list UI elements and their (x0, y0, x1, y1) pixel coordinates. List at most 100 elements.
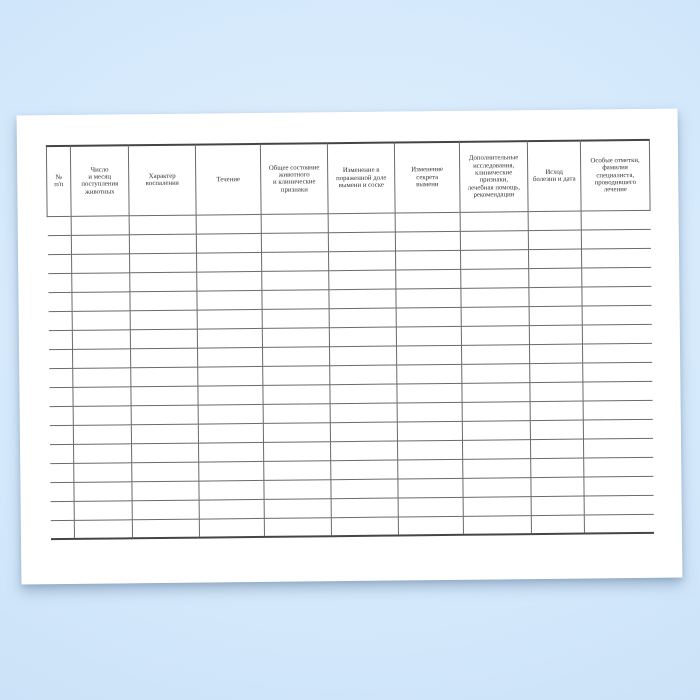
empty-cell (130, 309, 198, 330)
empty-cell (584, 513, 654, 534)
column-header-0: № п/п (46, 145, 72, 217)
mastitis-log-table: № п/п Число и месяц поступления животных Х… (46, 139, 654, 540)
empty-cell (395, 268, 461, 289)
empty-cell (199, 517, 265, 538)
empty-cell (581, 228, 651, 249)
empty-cell (129, 214, 197, 235)
empty-cell (262, 346, 330, 366)
empty-cell (48, 310, 73, 331)
empty-cell (197, 327, 263, 348)
empty-cell (462, 458, 531, 478)
empty-cell (131, 442, 199, 463)
column-header-4: Общее состояние животного и клинические … (260, 143, 329, 214)
empty-cell (330, 421, 398, 442)
empty-cell (396, 382, 463, 403)
empty-cell (73, 462, 132, 482)
empty-cell (72, 310, 131, 330)
empty-cell (130, 366, 198, 387)
empty-cell (71, 253, 130, 273)
empty-cell (132, 499, 200, 520)
empty-cell (583, 456, 653, 477)
empty-cell (197, 346, 263, 367)
empty-cell (529, 305, 583, 326)
empty-cell (395, 249, 461, 270)
empty-cell (73, 443, 132, 463)
column-header-7: Дополнительные исследования, клинические… (459, 141, 529, 212)
empty-cell (582, 380, 653, 401)
empty-cell (263, 441, 331, 461)
empty-cell (529, 324, 583, 345)
empty-cell (49, 424, 74, 445)
empty-cell (530, 476, 585, 497)
empty-cell (131, 461, 199, 482)
empty-cell (529, 381, 584, 402)
empty-cell (197, 308, 263, 329)
empty-cell (129, 290, 198, 311)
empty-cell (528, 248, 582, 269)
empty-cell (129, 271, 197, 292)
empty-cell (528, 286, 583, 307)
empty-cell (198, 460, 264, 481)
empty-cell (48, 367, 73, 388)
empty-cell (463, 515, 532, 535)
empty-cell (47, 272, 72, 293)
empty-cell (198, 422, 264, 443)
empty-cell (47, 234, 72, 255)
empty-cell (328, 231, 396, 252)
empty-cell (48, 386, 74, 407)
empty-cell (196, 213, 262, 234)
empty-cell (330, 402, 398, 423)
empty-cell (395, 230, 461, 251)
empty-cell (71, 272, 130, 292)
empty-cell (261, 289, 330, 309)
table-body (47, 209, 654, 540)
empty-cell (262, 384, 331, 404)
empty-cell (397, 439, 463, 460)
empty-cell (528, 267, 582, 288)
empty-cell (199, 498, 265, 519)
empty-cell (531, 514, 585, 535)
empty-cell (529, 362, 583, 383)
empty-cell (196, 251, 262, 272)
empty-cell (331, 516, 399, 537)
empty-cell (261, 213, 329, 233)
empty-cell (396, 325, 462, 346)
empty-cell (582, 342, 652, 363)
empty-cell (73, 424, 132, 444)
empty-cell (72, 348, 131, 368)
empty-cell (263, 422, 331, 442)
empty-cell (397, 477, 464, 498)
empty-cell (132, 518, 200, 539)
empty-cell (50, 519, 75, 540)
empty-cell (261, 251, 329, 271)
empty-cell (196, 270, 262, 291)
empty-cell (49, 405, 74, 426)
table-header: № п/п Число и месяц поступления животных Х… (46, 139, 651, 217)
empty-cell (74, 519, 133, 539)
empty-cell (583, 399, 653, 420)
empty-cell (583, 475, 654, 496)
empty-cell (462, 477, 532, 497)
empty-cell (397, 401, 463, 422)
column-header-8: Исход болезни и дата (527, 140, 582, 212)
empty-cell (197, 384, 264, 405)
empty-cell (262, 365, 330, 385)
empty-cell (263, 460, 331, 480)
empty-cell (396, 363, 462, 384)
empty-cell (331, 497, 399, 518)
empty-cell (462, 420, 531, 440)
empty-cell (262, 327, 330, 347)
empty-cell (460, 211, 529, 231)
empty-cell (330, 440, 398, 461)
empty-cell (72, 386, 132, 406)
empty-cell (131, 404, 199, 425)
journal-page: № п/п Число и месяц поступления животных Х… (16, 108, 683, 585)
column-header-5: Изменение в пораженной доле вымени и сос… (327, 142, 396, 214)
empty-cell (461, 325, 530, 345)
header-row: № п/п Число и месяц поступления животных Х… (46, 139, 651, 217)
column-header-2: Характер воспаления (128, 144, 197, 216)
empty-cell (197, 365, 263, 386)
empty-cell (329, 326, 397, 347)
column-header-9: Особые отметки, фамилия специалиста, про… (580, 139, 651, 211)
